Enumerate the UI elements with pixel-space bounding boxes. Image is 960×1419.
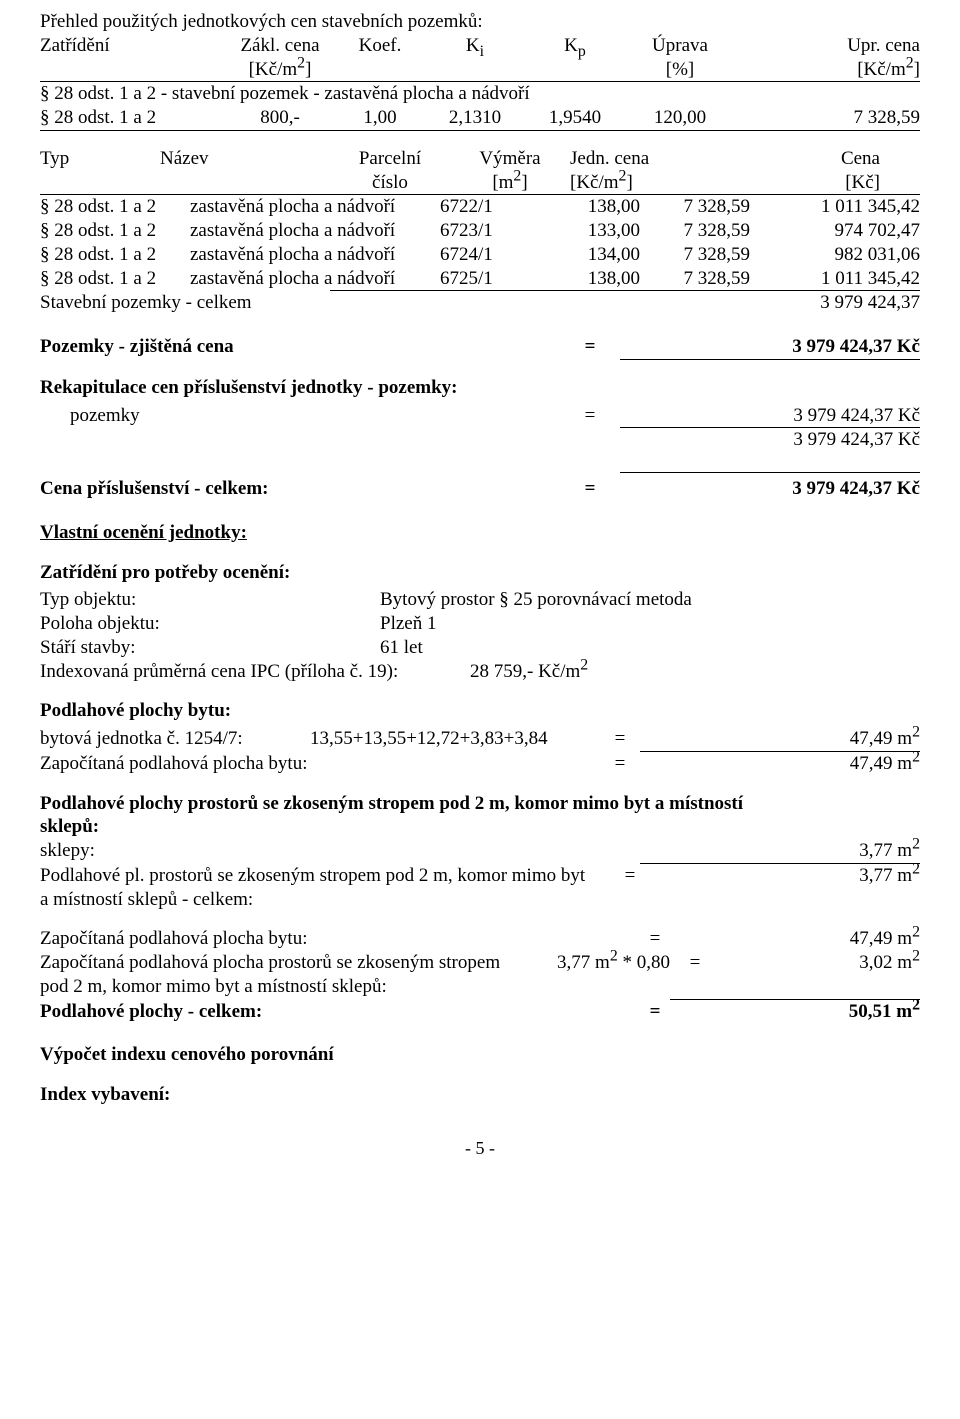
pozemky-zjistena: Pozemky - zjištěná cena: [40, 335, 560, 360]
table-row: § 28 odst. 1 a 2zastavěná plocha a nádvo…: [40, 195, 920, 219]
table-row: § 28 odst. 1 a 2zastavěná plocha a nádvo…: [40, 243, 920, 267]
pozemky-label: pozemky: [40, 404, 560, 428]
col-ki: Ki: [425, 34, 525, 58]
sklepy-row: sklepy: 3,77 m2: [40, 839, 920, 864]
podlahove-celkem-row: Podlahové plochy - celkem: = 50,51 m2: [40, 1000, 920, 1024]
parcel-total: Stavební pozemky - celkem 3 979 424,37: [40, 291, 920, 315]
header-row-b: § 28 odst. 1 a 2 800,- 1,00 2,1310 1,954…: [40, 106, 920, 130]
section-title: Přehled použitých jednotkových cen stave…: [40, 10, 920, 34]
col-uprcena: Upr. cena: [735, 34, 920, 58]
col-uprcena-unit: [Kč/m2]: [735, 58, 920, 82]
parcel-head-row2: číslo [m2] [Kč/m2] [Kč]: [40, 171, 920, 195]
zapocitana3-row2: pod 2 m, komor mimo byt a místností skle…: [40, 975, 920, 999]
byt-jednotka-row: bytová jednotka č. 1254/7: 13,55+13,55+1…: [40, 727, 920, 752]
parcel-table: Typ Název Parcelní Výměra Jedn. cena Cen…: [40, 147, 920, 315]
index-vybaveni-heading: Index vybavení:: [40, 1083, 920, 1107]
col-uprava-unit: [%]: [625, 58, 735, 82]
col-koef: Koef.: [335, 34, 425, 58]
zapocitana-row: Započítaná podlahová plocha bytu: = 47,4…: [40, 752, 920, 776]
podlahove-plochy-bytu-heading: Podlahové plochy bytu:: [40, 699, 920, 723]
section-header: Přehled použitých jednotkových cen stave…: [40, 10, 920, 131]
prislusenstvi-celkem: Cena příslušenství - celkem:: [40, 477, 560, 501]
zatrideni-heading: Zatřídění pro potřeby ocenění:: [40, 561, 920, 585]
summary-prislusenstvi: Cena příslušenství - celkem: = 3 979 424…: [40, 472, 920, 501]
ipc-row: Indexovaná průměrná cena IPC (příloha č.…: [40, 660, 920, 684]
typ-objektu-row: Typ objektu: Bytový prostor § 25 porovná…: [40, 588, 920, 612]
parcel-head-row1: Typ Název Parcelní Výměra Jedn. cena Cen…: [40, 147, 920, 171]
podlahove-zkoseny-heading-2: sklepů:: [40, 815, 920, 839]
stari-row: Stáří stavby: 61 let: [40, 636, 920, 660]
header-cols-row2: [Kč/m2] [%] [Kč/m2]: [40, 58, 920, 82]
zapocitana2-row: Započítaná podlahová plocha bytu: = 47,4…: [40, 927, 920, 951]
col-uprava: Úprava: [625, 34, 735, 58]
header-row-a: § 28 odst. 1 a 2 - stavební pozemek - za…: [40, 82, 920, 106]
podl-prostoru-row1: Podlahové pl. prostorů se zkoseným strop…: [40, 864, 920, 888]
section-oceneni: Vlastní ocenění jednotky: Zatřídění pro …: [40, 521, 920, 1107]
table-row: § 28 odst. 1 a 2zastavěná plocha a nádvo…: [40, 219, 920, 243]
col-zatrideni: Zatřídění: [40, 34, 225, 58]
zapocitana3-row1: Započítaná podlahová plocha prostorů se …: [40, 951, 920, 975]
header-cols-row1: Zatřídění Zákl. cena Koef. Ki Kp Úprava …: [40, 34, 920, 58]
poloha-row: Poloha objektu: Plzeň 1: [40, 612, 920, 636]
summary-pozemky: Pozemky - zjištěná cena = 3 979 424,37 K…: [40, 335, 920, 452]
podl-prostoru-row2: a místností sklepů - celkem:: [40, 888, 920, 912]
table-row: § 28 odst. 1 a 2zastavěná plocha a nádvo…: [40, 267, 920, 291]
col-zaklcena: Zákl. cena: [225, 34, 335, 58]
podlahove-zkoseny-heading-1: Podlahové plochy prostorů se zkoseným st…: [40, 792, 920, 816]
col-kp: Kp: [525, 34, 625, 58]
vypocet-indexu-heading: Výpočet indexu cenového porovnání: [40, 1043, 920, 1067]
rekapitulace-heading: Rekapitulace cen příslušenství jednotky …: [40, 376, 920, 400]
col-zaklcena-unit: [Kč/m2]: [225, 58, 335, 82]
page-footer: - 5 -: [40, 1137, 920, 1160]
vlastni-oceneni-heading: Vlastní ocenění jednotky:: [40, 521, 920, 545]
